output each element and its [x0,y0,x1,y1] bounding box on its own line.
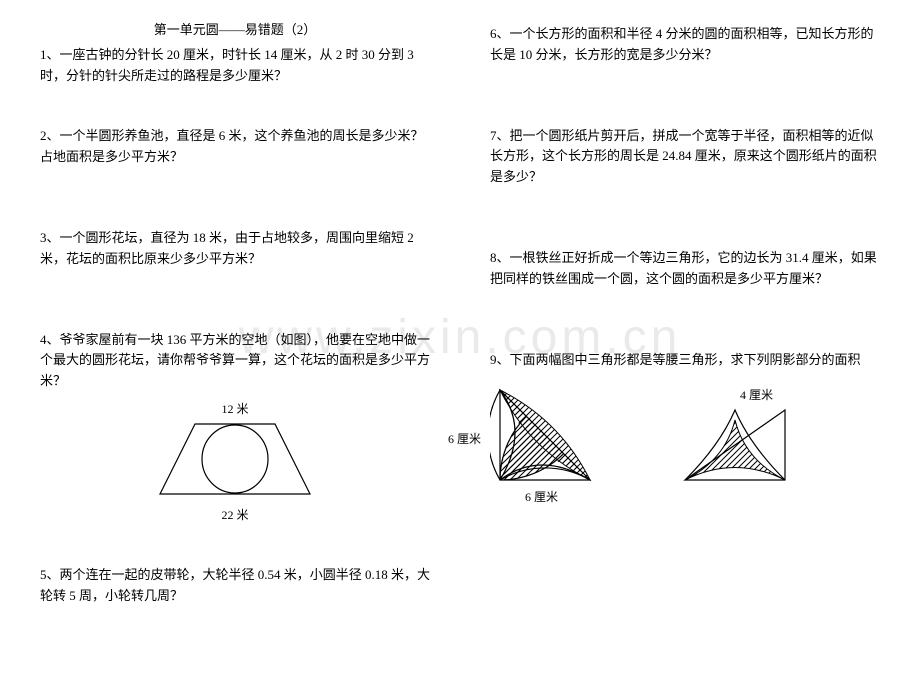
left-tri-bottom-label: 6 厘米 [525,488,558,507]
right-column: 6、一个长方形的面积和半径 4 分米的圆的面积相等，已知长方形的长是 10 分米… [490,20,880,667]
trap-bottom-label: 22 米 [40,506,430,525]
question-3: 3、一个圆形花坛，直径为 18 米，由于占地较多，周围向里缩短 2 米，花坛的面… [40,228,430,270]
question-9-text: 9、下面两幅图中三角形都是等腰三角形，求下列阴影部分的面积 [490,352,861,367]
left-triangle-svg [490,380,600,490]
left-triangle-wrap: 6 厘米 6 厘米 [490,380,600,497]
right-triangle-wrap: 4 厘米 [680,400,790,497]
right-triangle-svg [680,400,790,490]
page-title: 第一单元圆——易错题（2） [40,20,430,41]
trap-top-label: 12 米 [40,400,430,419]
triangle-figures: 6 厘米 6 厘米 4 厘米 [490,380,880,497]
right-tri-top-label: 4 厘米 [740,386,773,405]
left-tri-side-label: 6 厘米 [448,430,481,449]
trapezoid-svg [155,419,315,499]
question-4: 4、爷爷家屋前有一块 136 平方米的空地（如图），他要在空地中做一个最大的圆形… [40,330,430,526]
question-2: 2、一个半圆形养鱼池，直径是 6 米，这个养鱼池的周长是多少米？占地面积是多少平… [40,126,430,168]
question-4-text: 4、爷爷家屋前有一块 136 平方米的空地（如图），他要在空地中做一个最大的圆形… [40,332,430,389]
question-5: 5、两个连在一起的皮带轮，大轮半径 0.54 米，小圆半径 0.18 米，大轮转… [40,565,430,607]
trapezoid-figure: 12 米 22 米 [40,400,430,525]
question-6: 6、一个长方形的面积和半径 4 分米的圆的面积相等，已知长方形的长是 10 分米… [490,24,880,66]
question-1: 1、一座古钟的分针长 20 厘米，时针长 14 厘米，从 2 时 30 分到 3… [40,45,430,87]
question-7: 7、把一个圆形纸片剪开后，拼成一个宽等于半径，面积相等的近似长方形，这个长方形的… [490,126,880,188]
left-column: 第一单元圆——易错题（2） 1、一座古钟的分针长 20 厘米，时针长 14 厘米… [40,20,430,667]
question-9: 9、下面两幅图中三角形都是等腰三角形，求下列阴影部分的面积 [490,350,880,498]
question-8: 8、一根铁丝正好折成一个等边三角形，它的边长为 31.4 厘米，如果把同样的铁丝… [490,248,880,290]
